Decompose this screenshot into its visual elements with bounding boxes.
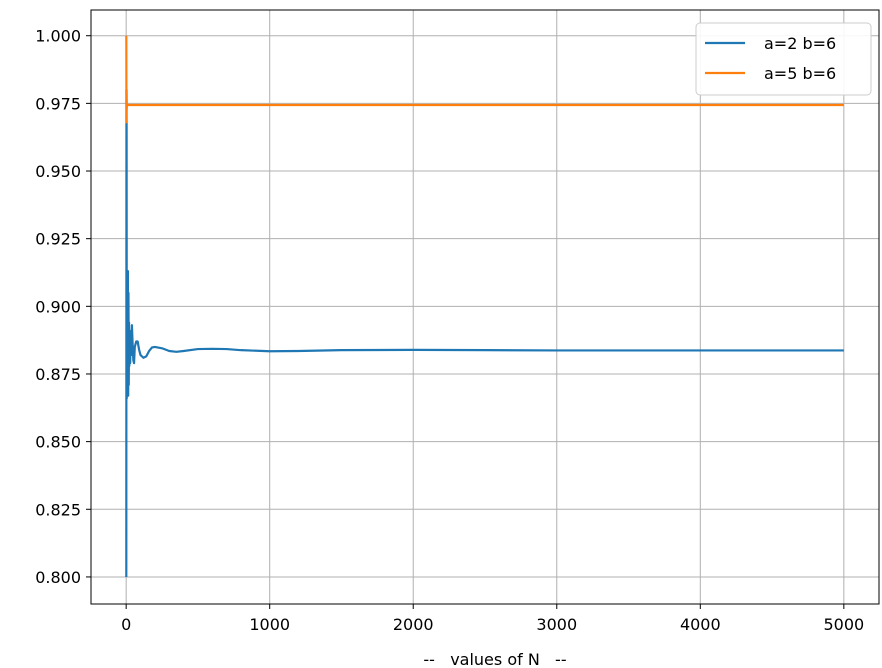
y-tick-label: 0.925 [35,230,81,249]
legend-box [695,22,872,96]
series-line [125,88,844,577]
y-tick-label: 0.850 [35,433,81,452]
x-tick-label: 4000 [680,615,721,634]
legend-label: a=2 b=6 [764,34,836,53]
y-axis-ticks: 0.800 0.825 0.850 0.875 0.900 0.925 0.950 0.975… [35,27,91,587]
x-tick-label: 1000 [249,615,290,634]
x-tick-label: 0 [121,615,131,634]
x-axis-label: -- values of N -- [423,650,566,668]
grid [91,10,879,604]
y-tick-label: 0.950 [35,162,81,181]
series-lines [125,35,844,577]
x-axis-ticks: 0 1000 2000 3000 4000 5000 [121,604,864,634]
x-tick-label: 5000 [823,615,864,634]
y-tick-label: 0.900 [35,297,81,316]
plot-frame [90,9,880,605]
plot-background [91,10,879,604]
x-tick-label: 3000 [536,615,577,634]
y-tick-label: 0.975 [35,94,81,113]
legend: a=2 b=6 a=5 b=6 [695,22,872,96]
y-tick-label: 0.875 [35,365,81,384]
legend-label: a=5 b=6 [764,64,836,83]
x-tick-label: 2000 [393,615,434,634]
y-tick-label: 0.825 [35,500,81,519]
y-tick-label: 1.000 [35,27,81,46]
y-tick-label: 0.800 [35,568,81,587]
series-line [125,35,844,124]
